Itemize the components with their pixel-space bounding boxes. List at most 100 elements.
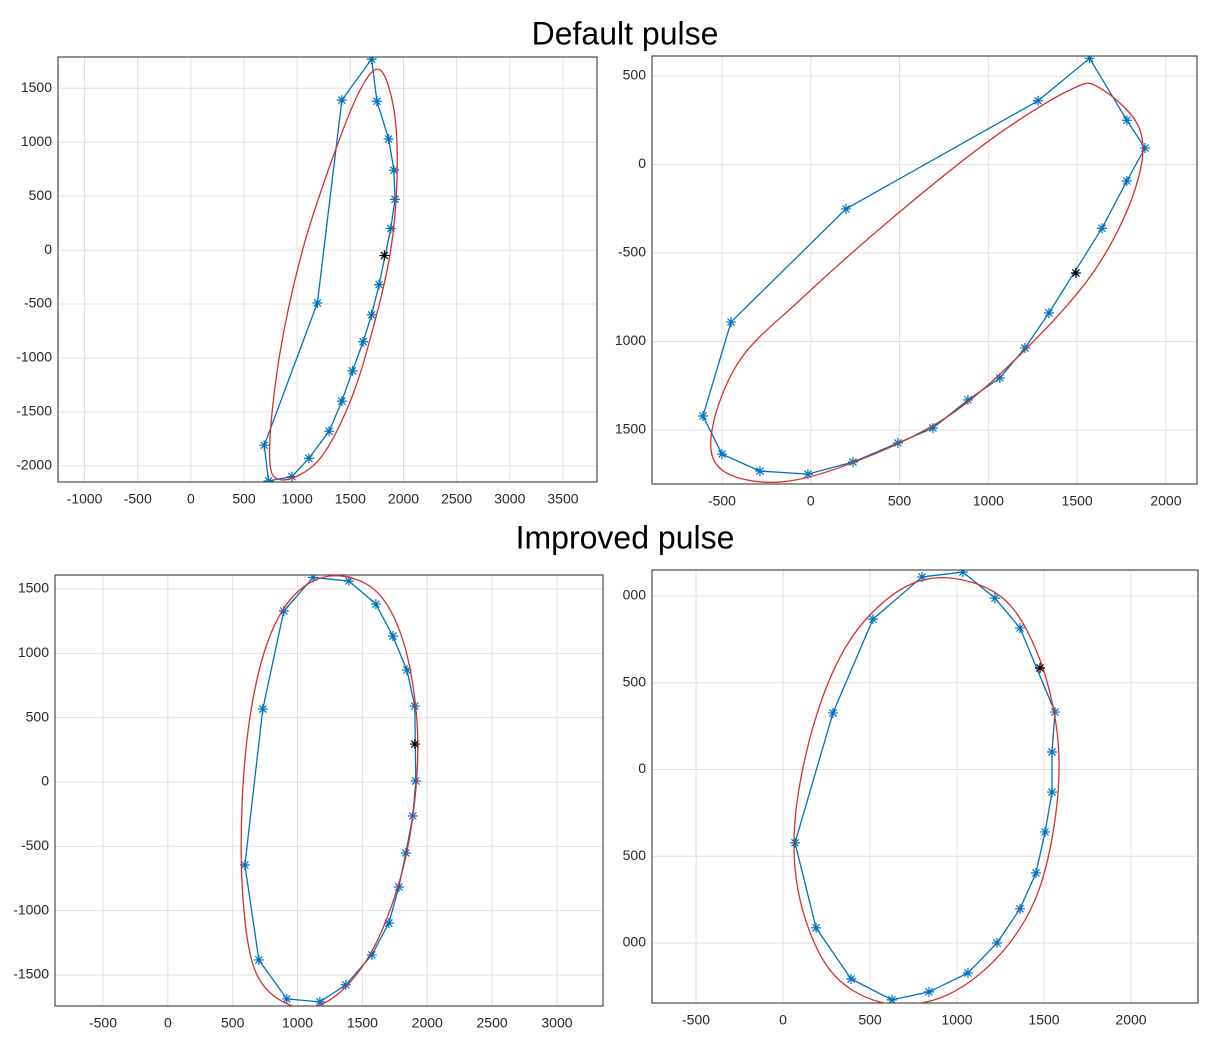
data-point [1043,308,1054,319]
data-point [400,848,411,859]
data-point [401,665,412,676]
x-tick-label: 2500 [477,1015,508,1031]
x-tick-label: 0 [187,491,195,507]
plot-area [57,56,598,483]
data-point [892,437,903,448]
data-point [1040,826,1051,837]
data-point [716,449,727,460]
x-tick-label: 2500 [441,491,472,507]
data-line [244,576,417,1003]
fit-curve [240,575,419,1006]
x-tick-label: 1500 [1062,493,1093,509]
data-point [1019,343,1030,354]
y-tick-label: 1500 [18,580,49,596]
y-tick-label: 500 [623,673,647,689]
data-point [374,279,385,290]
data-point [697,411,708,422]
x-tick-label: 500 [221,1015,245,1031]
data-point [340,979,351,990]
data-point [1121,115,1132,126]
data-point [726,317,737,328]
data-point [366,57,377,65]
x-tick-label: 1500 [1028,1012,1059,1028]
data-point [1015,903,1025,914]
x-tick-label: 3000 [494,491,525,507]
x-tick-label: 2000 [412,1015,443,1031]
y-tick-label: -500 [21,837,49,853]
data-point [1084,56,1095,64]
data-point [383,918,394,929]
data-point [846,973,857,984]
x-tick-label: 500 [888,493,912,509]
section-heading: Default pulse [532,15,719,51]
x-tick-label: 0 [779,1012,787,1028]
y-tick-label: -2000 [16,457,52,473]
chart: -500 0 500 1000 1500 2000 000 500 0 500 000 [623,569,1199,1028]
y-tick-label: 1000 [18,644,49,660]
x-tick-label: 1500 [335,491,366,507]
plot-border [57,56,598,483]
x-tick-label: -500 [124,491,152,507]
data-point [385,223,396,234]
y-tick-label: -1500 [13,966,49,982]
data-point [366,309,377,320]
data-point [992,937,1003,948]
data-point [281,993,292,1004]
chart: -500 0 500 1000 1500 2000 2500 3000 -1500 -1000 -5… [13,574,604,1031]
y-tick-label: -500 [24,295,52,311]
data-point [286,471,297,482]
y-tick-label: 500 [29,187,53,203]
data-point [343,576,354,587]
x-tick-label: -1000 [67,491,103,507]
data-point [1047,787,1058,798]
data-point [1049,707,1060,718]
data-point [1015,622,1025,633]
plot-content [697,56,1150,484]
x-tick-label: -500 [89,1015,117,1031]
data-point [1031,867,1042,878]
data-point [324,426,335,437]
data-point [303,453,314,464]
fit-curve [268,68,398,481]
x-tick-label: 2000 [1150,493,1181,509]
data-point [278,606,289,617]
data-point [390,194,401,205]
data-point [257,704,268,715]
x-tick-label: -500 [708,493,736,509]
data-point [314,996,325,1006]
y-tick-label: 1000 [615,332,646,348]
x-tick-label: 0 [164,1015,172,1031]
plot-area [651,569,1199,1004]
data-point [383,133,394,144]
y-tick-label: 0 [41,773,49,789]
data-line [794,571,1056,1001]
y-tick-label: -1000 [16,349,52,365]
data-point [1047,746,1058,757]
x-tick-label: 1000 [282,491,313,507]
x-tick-label: 1000 [282,1015,313,1031]
chart: -1000 -500 0 500 1000 1500 2000 2500 3000 3500 -20… [16,56,598,507]
plot-border [651,569,1199,1004]
plot-content [790,570,1060,1003]
y-tick-label: 1500 [615,421,646,437]
x-tick-label: 3500 [547,491,578,507]
plot-content [259,57,401,482]
data-point [1139,143,1150,154]
x-tick-label: 500 [232,491,256,507]
x-tick-label: 1500 [347,1015,378,1031]
data-point [312,297,323,308]
y-tick-label: 500 [623,67,647,83]
plot-border [54,574,604,1007]
data-point [358,336,369,347]
data-point [811,922,822,933]
data-point [994,372,1005,383]
data-point [409,701,420,712]
data-point [388,165,399,176]
data-point [1070,268,1081,279]
data-point [336,396,347,407]
y-tick-label: 1500 [21,79,52,95]
data-point [989,593,1000,604]
y-tick-label: -500 [618,244,646,260]
data-point [347,365,358,376]
